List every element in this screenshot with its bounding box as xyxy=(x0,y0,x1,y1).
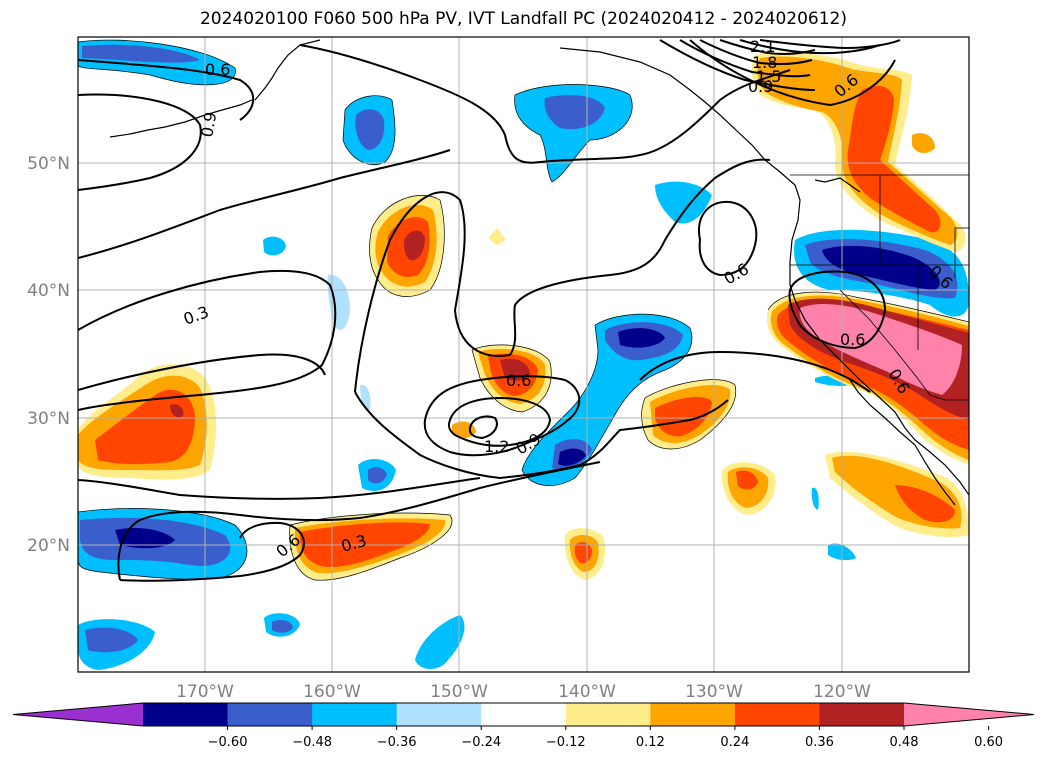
gridlines xyxy=(78,37,969,672)
pos-anomaly-west-strong xyxy=(95,389,195,465)
colorbar-tick-label: 0.24 xyxy=(720,735,749,750)
lat-label: 50°N xyxy=(27,154,70,174)
colorbar-segment xyxy=(143,703,229,726)
lat-label: 30°N xyxy=(27,409,70,429)
lon-label: 150°W xyxy=(430,682,488,702)
pos-anomaly-gulf-alaska-east-strong xyxy=(847,85,941,233)
neg-anomaly-small-4-core xyxy=(368,467,387,484)
colorbar-outline xyxy=(12,702,1035,727)
neg-anomaly-small-8 xyxy=(811,487,819,510)
pos-anomaly-small-1 xyxy=(488,228,506,245)
neg-anomaly-northwest-core xyxy=(82,44,200,63)
contour-label: 0.6 xyxy=(506,371,531,390)
colorbar-segment xyxy=(481,703,567,726)
longitude-labels: 170°W 160°W 150°W 140°W 130°W 120°W xyxy=(176,682,871,702)
colorbar-tick-label: 0.12 xyxy=(636,735,665,750)
pos-anomaly-small-4-core xyxy=(736,470,758,490)
colorbar-extend-high xyxy=(904,703,1034,726)
lon-label: 160°W xyxy=(303,682,361,702)
neg-anomaly-north-central-core xyxy=(544,95,605,130)
contour-label: 1.2 xyxy=(484,437,509,456)
colorbar-segment xyxy=(396,703,482,726)
colorbar-tick-label: 0.36 xyxy=(805,735,834,750)
neg-anomaly-small-6-core xyxy=(272,620,293,633)
lat-label: 40°N xyxy=(27,281,70,301)
neg-anomaly-small-5 xyxy=(360,384,371,411)
colorbar: −0.60 −0.48 −0.36 −0.24 −0.12 0.12 0.24 0.36 0.4… xyxy=(12,702,1035,750)
contour-label: 0.6 xyxy=(840,330,865,349)
lat-label: 20°N xyxy=(27,536,70,556)
pos-anomaly-small-5 xyxy=(912,133,935,154)
colorbar-extend-low xyxy=(13,703,143,726)
pos-anomaly-east-central-strong xyxy=(655,396,712,437)
contour-label: 0.9 xyxy=(197,110,220,138)
neg-anomaly-bottom-center xyxy=(415,615,465,669)
colorbar-tick-label: −0.60 xyxy=(208,735,248,750)
neg-anomaly-pacific-northwest-core xyxy=(822,245,940,290)
negative-pv-anomalies xyxy=(78,40,969,670)
colorbar-segment xyxy=(565,703,651,726)
pos-anomaly-west-central-core xyxy=(404,230,425,261)
positive-pv-anomalies xyxy=(78,52,969,581)
colorbar-segment xyxy=(650,703,736,726)
coastlines xyxy=(109,39,969,506)
pos-anomaly-small-3-core xyxy=(574,542,592,564)
neg-anomaly-gulf-core xyxy=(355,109,385,150)
neg-anomaly-central-band-south-core xyxy=(558,448,586,466)
neg-anomaly-small-3 xyxy=(655,181,712,224)
neg-anomaly-central-band-core xyxy=(618,328,665,348)
lon-label: 170°W xyxy=(176,682,234,702)
contour-label: 1.8 xyxy=(752,53,777,72)
anomaly-outlines xyxy=(78,39,969,581)
neg-anomaly-bottom-left-core xyxy=(85,627,138,653)
map-title: 2024020100 F060 500 hPa PV, IVT Landfall… xyxy=(199,9,847,29)
colorbar-segment xyxy=(227,703,313,726)
pos-anomaly-center-core xyxy=(500,358,530,381)
colorbar-segment xyxy=(734,703,820,726)
map-frame xyxy=(77,36,970,673)
colorbar-segment xyxy=(312,703,398,726)
contour-label: 1.5 xyxy=(756,67,781,86)
neg-anomaly-southwest-core xyxy=(115,528,175,549)
colorbar-tick-label: −0.12 xyxy=(546,735,586,750)
contour-label: 0.6 xyxy=(205,60,230,79)
lon-label: 140°W xyxy=(558,682,616,702)
map-area: 0.6 0.9 0.3 0.6 0.6 1.2 0.9 0.6 0.3 0.6 … xyxy=(78,37,969,672)
colorbar-tick-label: −0.24 xyxy=(461,735,501,750)
neg-anomaly-small-2 xyxy=(327,274,350,330)
colorbar-tick-label: −0.48 xyxy=(292,735,332,750)
political-borders xyxy=(790,174,969,401)
pos-anomaly-west-core xyxy=(170,404,184,418)
colorbar-tick-label: 0.48 xyxy=(890,735,919,750)
colorbar-tick-label: −0.36 xyxy=(377,735,417,750)
pos-anomaly-california-extreme xyxy=(799,304,962,395)
neg-anomaly-small-1 xyxy=(263,236,286,256)
lon-label: 120°W xyxy=(813,682,871,702)
ivt-contours xyxy=(78,39,901,582)
lon-label: 130°W xyxy=(685,682,743,702)
latitude-labels: 50°N 40°N 30°N 20°N xyxy=(27,154,70,556)
colorbar-tick-label: 0.60 xyxy=(974,735,1003,750)
contour-label: 2.1 xyxy=(750,37,775,56)
colorbar-segment xyxy=(819,703,905,726)
contour-label: 0.9 xyxy=(748,77,773,96)
pos-anomaly-southeast-strong xyxy=(895,485,955,523)
